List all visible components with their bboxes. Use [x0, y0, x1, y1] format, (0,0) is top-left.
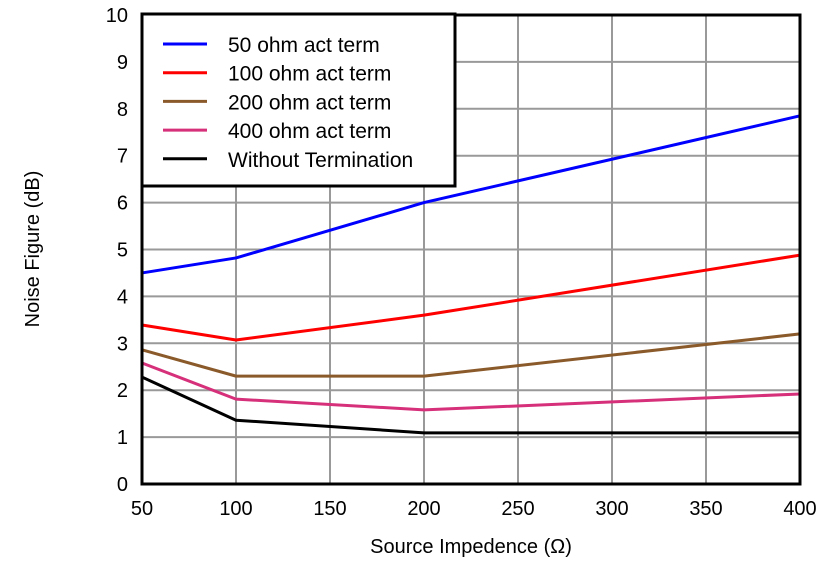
- y-tick-label: 8: [117, 99, 128, 121]
- x-tick-label: 300: [595, 498, 628, 520]
- y-tick-label: 7: [117, 146, 128, 168]
- y-tick-label: 6: [117, 193, 128, 215]
- series-line-5: [141, 375, 800, 435]
- x-tick-label: 100: [219, 498, 252, 520]
- x-tick-label: 250: [501, 498, 534, 520]
- y-tick-label: 3: [117, 333, 128, 355]
- legend-label: 50 ohm act term: [228, 34, 380, 57]
- x-tick-label: 350: [689, 498, 722, 520]
- y-axis-label: Noise Figure (dB): [22, 171, 44, 328]
- series-line-4: [141, 361, 801, 412]
- x-tick-label: 400: [783, 498, 816, 520]
- series-line-2: [141, 253, 801, 342]
- y-tick-label: 0: [117, 474, 128, 496]
- legend-label: 200 ohm act term: [228, 91, 391, 114]
- y-tick-label: 5: [117, 240, 128, 262]
- y-tick-label: 9: [117, 52, 128, 74]
- y-tick-label: 1: [117, 427, 128, 449]
- y-tick-label: 2: [117, 380, 128, 402]
- legend-label: 100 ohm act term: [228, 63, 391, 86]
- series-line-3: [141, 332, 801, 378]
- x-tick-label: 150: [313, 498, 346, 520]
- x-tick-label: 50: [131, 498, 153, 520]
- y-tick-label: 4: [117, 286, 128, 308]
- legend-label: Without Termination: [228, 149, 413, 172]
- legend: 50 ohm act term 100 ohm act term 200 ohm a…: [140, 12, 457, 188]
- series-lines: [141, 114, 801, 435]
- series-line-1: [141, 114, 801, 275]
- plot-frame: [140, 13, 802, 486]
- legend-label: 400 ohm act term: [228, 120, 391, 143]
- grid: [141, 14, 801, 485]
- x-axis-label: Source Impedence (Ω): [370, 536, 572, 558]
- y-tick-label: 10: [106, 5, 128, 27]
- tick-labels: 50 100 150 200 250 300 350 400 0 1 2 3 4 5 6 7 8 9 10: [106, 5, 817, 520]
- x-tick-label: 200: [407, 498, 440, 520]
